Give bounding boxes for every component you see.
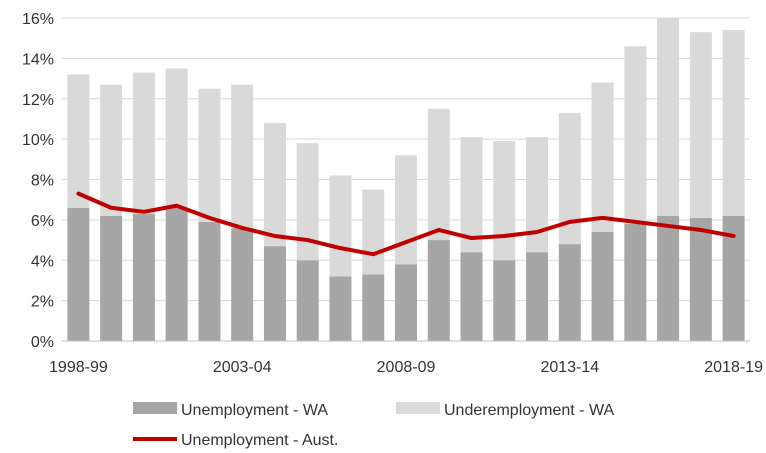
legend-label: Underemployment - WA — [444, 402, 614, 419]
bar-unemployment-wa — [624, 223, 647, 341]
bar-underemployment-wa — [362, 189, 385, 275]
line-unemployment-aust — [76, 191, 736, 257]
bar-unemployment-wa — [460, 252, 483, 341]
x-tick-label: 1998-99 — [49, 359, 108, 376]
bar-underemployment-wa — [624, 46, 647, 224]
bar-underemployment-wa — [395, 155, 417, 265]
bar-unemployment-wa — [263, 246, 286, 341]
bars — [67, 18, 745, 341]
y-tick-label: 6% — [31, 213, 54, 230]
bar-underemployment-wa — [558, 112, 581, 245]
bar-unemployment-wa — [591, 231, 614, 341]
bar-unemployment-wa — [722, 215, 745, 341]
bar-underemployment-wa — [657, 18, 680, 216]
bar-underemployment-wa — [493, 141, 516, 261]
bar-underemployment-wa — [526, 137, 549, 253]
bar-underemployment-wa — [231, 84, 254, 228]
legend-swatch — [133, 402, 177, 414]
bar-underemployment-wa — [460, 137, 483, 253]
y-tick-label: 14% — [22, 51, 54, 68]
bar-unemployment-wa — [329, 276, 352, 341]
bar-unemployment-wa — [689, 217, 712, 341]
bar-underemployment-wa — [263, 122, 286, 247]
bar-unemployment-wa — [395, 264, 417, 341]
legend-label: Unemployment - WA — [181, 402, 328, 419]
bar-unemployment-wa — [165, 207, 188, 341]
legend-label: Unemployment - Aust. — [181, 432, 338, 449]
bar-unemployment-wa — [558, 244, 581, 341]
bar-underemployment-wa — [198, 88, 221, 222]
y-tick-label: 12% — [22, 92, 54, 109]
bar-underemployment-wa — [427, 108, 450, 241]
x-tick-label: 2003-04 — [213, 359, 272, 376]
y-tick-label: 0% — [31, 334, 54, 351]
y-tick-label: 16% — [22, 11, 54, 28]
bar-unemployment-wa — [427, 240, 450, 341]
bar-unemployment-wa — [132, 213, 155, 341]
bar-underemployment-wa — [132, 72, 155, 214]
bar-unemployment-wa — [493, 260, 516, 341]
legend: Unemployment - WA Underemployment - WA Une… — [133, 402, 614, 449]
bar-underemployment-wa — [67, 74, 90, 208]
bar-unemployment-wa — [67, 207, 90, 341]
legend-swatch — [396, 402, 440, 414]
bar-unemployment-wa — [296, 260, 319, 341]
y-tick-label: 4% — [31, 253, 54, 270]
bar-underemployment-wa — [722, 30, 745, 216]
bar-underemployment-wa — [100, 84, 123, 216]
y-tick-label: 8% — [31, 173, 54, 190]
x-tick-label: 2013-14 — [540, 359, 599, 376]
y-tick-label: 10% — [22, 132, 54, 149]
bar-unemployment-wa — [198, 221, 221, 341]
bar-underemployment-wa — [165, 68, 188, 208]
x-tick-label: 2008-09 — [377, 359, 436, 376]
bar-unemployment-wa — [231, 227, 254, 341]
bar-unemployment-wa — [526, 252, 549, 341]
axes: 0% 2% 4% 6% 8% 10% 12% 14% 16% 1998-99 2003-04 2008… — [22, 11, 763, 376]
bar-unemployment-wa — [362, 274, 385, 341]
line-series — [76, 191, 736, 257]
bar-unemployment-wa — [100, 215, 123, 341]
x-tick-label: 2018-19 — [704, 359, 763, 376]
bar-underemployment-wa — [689, 32, 712, 218]
bar-underemployment-wa — [591, 82, 614, 232]
bar-underemployment-wa — [329, 175, 352, 277]
bar-unemployment-wa — [657, 215, 680, 341]
bar-underemployment-wa — [296, 143, 319, 261]
y-tick-label: 2% — [31, 294, 54, 311]
